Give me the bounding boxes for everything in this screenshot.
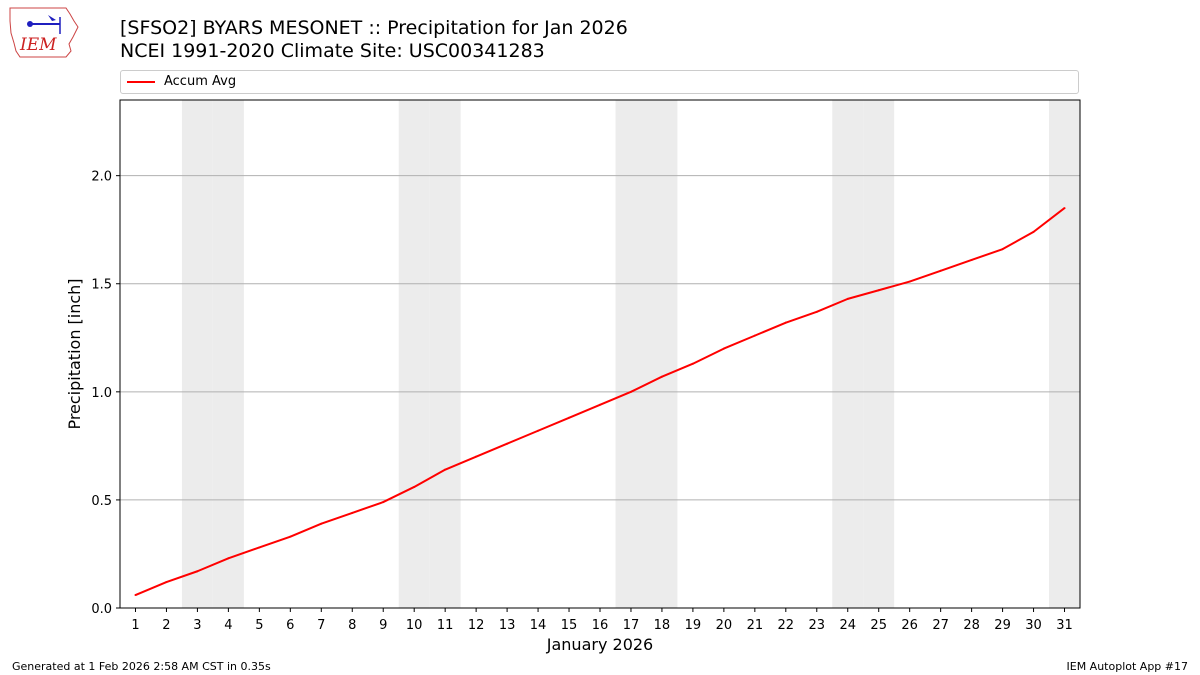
data-point (475, 455, 478, 458)
data-point (568, 416, 571, 419)
data-point (877, 289, 880, 292)
generated-timestamp: Generated at 1 Feb 2026 2:58 AM CST in 0… (12, 660, 271, 673)
weekend-band (832, 100, 864, 608)
data-point (382, 501, 385, 504)
weekend-bands (181, 100, 1080, 608)
data-point (165, 581, 168, 584)
data-point (320, 522, 323, 525)
x-tick-label: 6 (286, 618, 294, 633)
x-tick-label: 14 (530, 618, 547, 633)
data-point (599, 403, 601, 406)
data-point (970, 258, 973, 261)
x-tick-label: 30 (1025, 618, 1042, 633)
x-tick-label: 7 (317, 618, 325, 633)
y-axis: 0.0 0.5 1.0 1.5 2.0 (91, 170, 120, 617)
data-point (784, 321, 787, 324)
weekend-band (863, 100, 895, 608)
weekend-band (212, 100, 244, 608)
data-point (1001, 248, 1004, 251)
iem-logo: IEM (9, 7, 79, 58)
x-tick-label: 5 (255, 618, 263, 633)
legend-label: Accum Avg (164, 74, 237, 89)
y-tick-label: 1.5 (91, 278, 112, 293)
data-point (134, 594, 137, 597)
series-line-accum-avg (135, 207, 1066, 596)
data-point (289, 535, 292, 538)
x-tick-label: 23 (809, 618, 826, 633)
series-layer (134, 207, 1066, 597)
data-point (753, 334, 756, 337)
x-axis: 1 2 3 4 5 6 7 8 9 10 11 12 13 14 15 16 17 18 19 20 21 22 23 24 2… (131, 608, 1073, 633)
x-tick-label: 19 (685, 618, 702, 633)
weekend-band (398, 100, 430, 608)
x-tick-label: 15 (561, 618, 578, 633)
data-point (1063, 207, 1066, 210)
x-tick-label: 16 (592, 618, 609, 633)
app-credit: IEM Autoplot App #17 (1066, 660, 1189, 673)
x-tick-label: 13 (499, 618, 516, 633)
x-tick-label: 22 (778, 618, 795, 633)
x-tick-label: 8 (348, 618, 356, 633)
data-point (629, 390, 632, 393)
plot-frame (119, 99, 1081, 609)
weekend-band (429, 100, 461, 608)
data-point (351, 511, 354, 514)
x-tick-label: 10 (406, 618, 423, 633)
x-tick-label: 20 (716, 618, 733, 633)
y-gridlines (120, 175, 1080, 501)
x-tick-label: 27 (932, 618, 949, 633)
x-axis-label: January 2026 (546, 635, 653, 654)
iowa-outline-icon (9, 7, 79, 58)
weekend-band (181, 100, 213, 608)
y-tick-label: 2.0 (91, 170, 112, 185)
x-tick-label: 29 (994, 618, 1011, 633)
x-tick-label: 4 (224, 618, 232, 633)
chart-title: [SFSO2] BYARS MESONET :: Precipitation f… (120, 17, 628, 39)
data-point (196, 570, 199, 573)
flag-icon (48, 15, 56, 21)
y-tick-label: 0.5 (91, 494, 112, 509)
x-tick-label: 3 (193, 618, 201, 633)
x-tick-label: 17 (623, 618, 640, 633)
data-point (815, 310, 818, 313)
x-tick-label: 31 (1056, 618, 1073, 633)
data-point (846, 297, 849, 300)
x-tick-label: 12 (468, 618, 485, 633)
x-tick-label: 28 (963, 618, 980, 633)
data-point (691, 362, 694, 365)
legend-line-swatch (127, 81, 155, 83)
y-tick-label: 0.0 (91, 602, 112, 617)
x-tick-label: 25 (870, 618, 887, 633)
x-tick-label: 21 (747, 618, 764, 633)
data-point (939, 269, 942, 272)
data-point (660, 375, 663, 378)
data-point (506, 442, 509, 445)
x-tick-label: 2 (162, 618, 170, 633)
chart-legend: Accum Avg (120, 70, 1079, 94)
weekend-band (646, 100, 678, 608)
data-point (413, 485, 416, 488)
y-tick-label: 1.0 (91, 386, 112, 401)
data-point (227, 557, 230, 560)
x-tick-label: 24 (839, 618, 856, 633)
logo-text: IEM (19, 35, 57, 55)
y-axis-label: Precipitation [inch] (65, 278, 84, 429)
sensor-icon (27, 21, 33, 27)
x-tick-label: 1 (131, 618, 139, 633)
x-tick-label: 9 (379, 618, 387, 633)
x-tick-label: 26 (901, 618, 918, 633)
weekend-band (615, 100, 647, 608)
chart-subtitle: NCEI 1991-2020 Climate Site: USC00341283 (120, 40, 545, 62)
x-tick-label: 18 (654, 618, 671, 633)
weekend-band (1049, 100, 1080, 608)
data-point (537, 429, 540, 432)
data-point (908, 280, 911, 283)
data-point (722, 347, 725, 350)
data-point (258, 546, 261, 549)
x-tick-label: 11 (437, 618, 454, 633)
data-point (1032, 230, 1035, 233)
data-point (444, 468, 447, 471)
